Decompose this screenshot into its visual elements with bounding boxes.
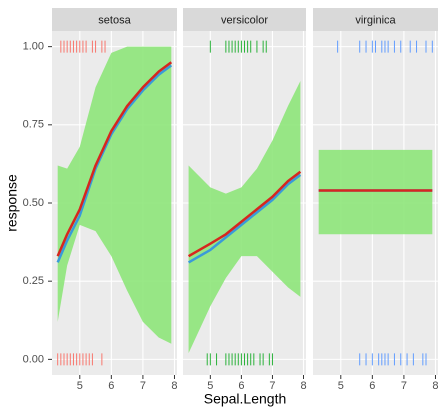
strip (52, 8, 177, 31)
x-tick-label: 8 (171, 380, 177, 392)
x-tick-label: 7 (269, 380, 275, 392)
y-tick-label: 0.00 (23, 353, 44, 365)
fit-line (56, 61, 173, 257)
x-axis-title: Sepal.Length (204, 391, 287, 407)
strip (313, 8, 438, 31)
fit-line (56, 64, 173, 263)
x-tick-label: 6 (369, 380, 375, 392)
y-axis-title: response (4, 174, 20, 232)
x-tick-label: 5 (338, 380, 344, 392)
y-tick-label: 0.75 (23, 119, 44, 131)
x-tick-label: 7 (401, 380, 407, 392)
x-tick-label: 6 (238, 380, 244, 392)
x-tick-label: 6 (108, 380, 114, 392)
confidence-ribbon (188, 81, 301, 354)
strip-label: virginica (355, 14, 396, 26)
x-tick-label: 8 (432, 380, 438, 392)
fit-line (187, 170, 302, 258)
x-tick-label: 5 (77, 380, 83, 392)
x-tick-label: 5 (207, 380, 213, 392)
confidence-ribbon (318, 149, 433, 235)
x-tick-label: 7 (140, 380, 146, 392)
fit-line (187, 173, 302, 264)
y-tick-label: 1.00 (23, 41, 44, 53)
confidence-ribbon (57, 46, 172, 344)
strip-label: setosa (98, 14, 131, 26)
y-tick-label: 0.25 (23, 275, 44, 287)
y-tick-label: 0.50 (23, 197, 44, 209)
strip (183, 8, 306, 31)
strip-label: versicolor (221, 14, 268, 26)
x-tick-label: 8 (300, 380, 306, 392)
